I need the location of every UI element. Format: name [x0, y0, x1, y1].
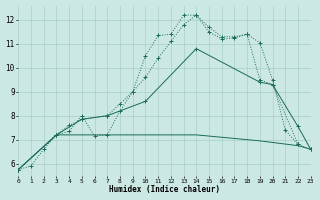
- X-axis label: Humidex (Indice chaleur): Humidex (Indice chaleur): [109, 185, 220, 194]
